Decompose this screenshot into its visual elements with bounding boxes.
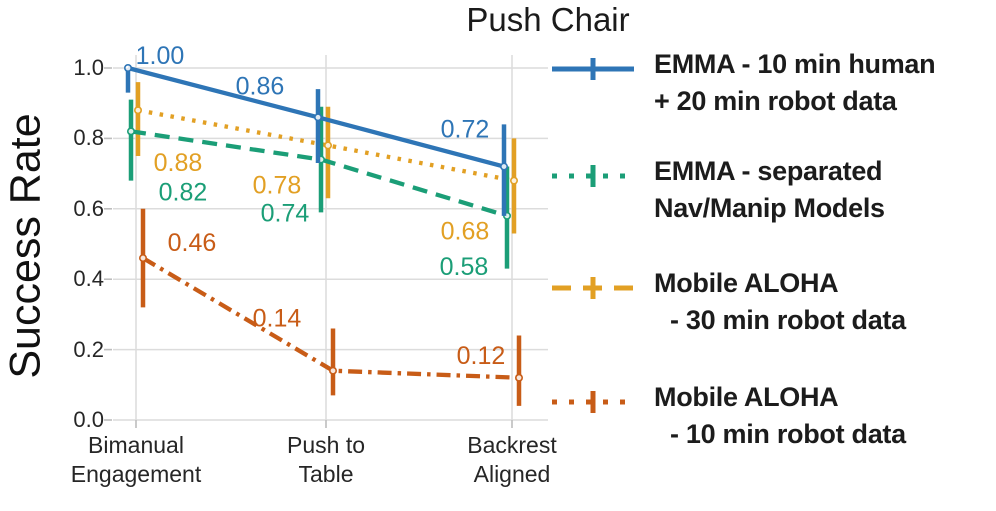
legend-sample-dotted-line-icon [552,165,634,187]
y-tick-label: 0.2 [73,337,104,362]
y-tick-label: 0.6 [73,196,104,221]
data-point-marker [328,366,337,375]
y-tick-label: 0.8 [73,125,104,150]
legend-label-line: Mobile ALOHA [654,382,839,412]
legend-sample-solid-line-icon [552,58,634,80]
legend-label-line: Nav/Manip Models [654,193,885,223]
value-label: 0.68 [441,218,490,246]
value-label: 0.46 [168,229,217,257]
series-line [127,65,505,169]
data-point-marker [134,106,143,115]
legend-label-line: Mobile ALOHA [654,268,839,298]
value-label: 0.58 [440,253,489,281]
y-tick-label: 1.0 [73,55,104,80]
value-label: 0.14 [253,305,302,333]
legend-label-line: EMMA - separated [654,156,883,186]
legend-entry-emma-separated: EMMA - separated Nav/Manip Models [549,153,885,227]
legend-entry-emma-combined: EMMA - 10 min human + 20 min robot data [549,46,936,120]
x-tick-label-backrest-aligned: Backrest Aligned [467,432,557,487]
data-point-marker [499,162,508,171]
legend-label-line: - 10 min robot data [670,419,906,449]
value-label: 1.00 [136,42,185,70]
value-label: 0.82 [159,178,208,206]
y-tick-label: 0.0 [73,407,104,432]
legend-label-line: EMMA - 10 min human [654,49,936,79]
legend-sample-dotted-line-icon [552,391,634,413]
value-label: 0.72 [441,116,490,144]
value-label: 0.78 [253,171,302,199]
chart-title: Push Chair [466,1,630,38]
data-point-marker [509,176,518,185]
data-point-marker [313,113,322,122]
x-tick-label-bimanual-engagement: Bimanual Engagement [70,432,202,487]
series-line [130,129,508,218]
legend-label-line: - 30 min robot data [670,305,906,335]
data-point-marker [514,373,523,382]
value-label: 0.12 [457,342,506,370]
value-label: 0.86 [236,72,285,100]
data-point-marker [502,211,511,220]
series-line [137,108,515,183]
legend-sample-dashed-line-icon [552,277,634,299]
data-point-marker [124,64,133,73]
legend-entry-mobile-aloha-30: Mobile ALOHA - 30 min robot data [549,265,906,339]
legend-entry-mobile-aloha-10: Mobile ALOHA - 10 min robot data [549,379,906,453]
data-point-marker [323,141,332,150]
y-axis-label: Success Rate [1,113,50,379]
series-line [141,256,520,380]
data-point-marker [127,127,136,136]
value-label: 0.74 [261,200,310,228]
value-label: 0.88 [154,149,203,177]
data-point-marker [316,155,325,164]
data-point-marker [139,254,148,263]
y-tick-label: 0.4 [73,266,104,291]
legend-label-line: + 20 min robot data [654,86,897,116]
x-tick-label-push-to-table: Push to Table [287,432,365,487]
